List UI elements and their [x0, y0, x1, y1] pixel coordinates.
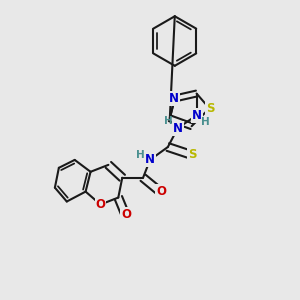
Text: N: N	[173, 122, 183, 135]
Text: N: N	[192, 109, 202, 122]
Text: H: H	[164, 116, 173, 126]
Text: N: N	[145, 153, 155, 167]
Text: O: O	[121, 208, 131, 221]
Text: S: S	[188, 148, 197, 161]
Text: O: O	[95, 198, 106, 211]
Text: O: O	[156, 185, 166, 198]
Text: H: H	[201, 117, 210, 127]
Text: H: H	[136, 150, 145, 160]
Text: N: N	[169, 92, 179, 105]
Text: S: S	[206, 102, 215, 115]
